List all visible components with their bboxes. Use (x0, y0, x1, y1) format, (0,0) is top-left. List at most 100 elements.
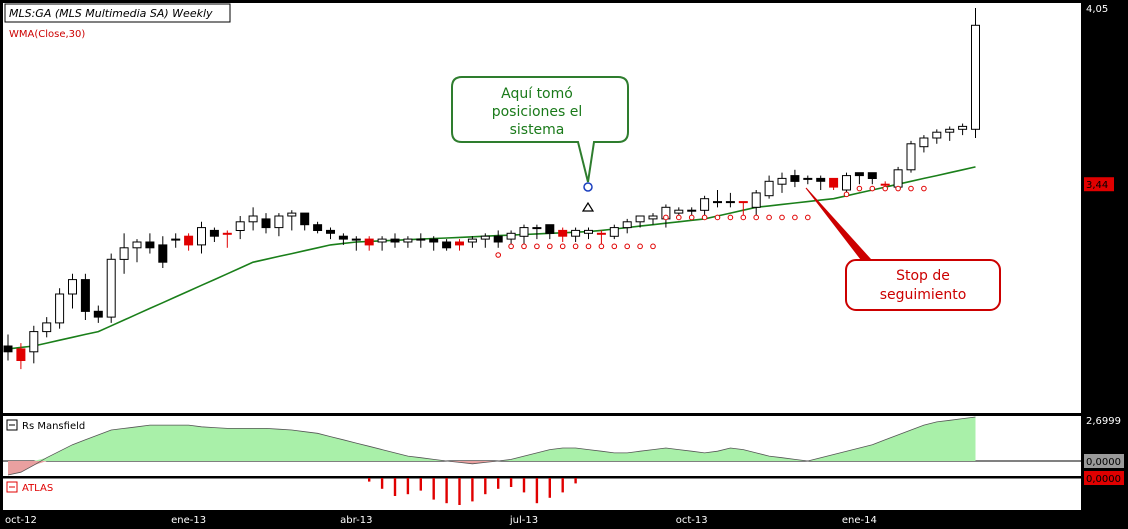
atlas-bar (548, 478, 551, 498)
candle-body (326, 229, 335, 234)
stop-dot (598, 243, 605, 250)
candle-body (364, 238, 374, 246)
rs-axis-label: 0,0000 (1086, 457, 1121, 468)
stop-dot (908, 185, 914, 192)
candle-body (209, 229, 219, 237)
stop-dot (882, 185, 889, 192)
candle-body (80, 279, 90, 312)
entry-callout-line-3: sistema (510, 122, 565, 138)
candle-body (145, 241, 155, 249)
candle-body (829, 177, 839, 188)
stop-dot (792, 214, 798, 221)
candle-body (816, 177, 826, 182)
candle-body (932, 131, 942, 139)
candle-body (609, 227, 619, 237)
atlas-panel (3, 478, 1081, 510)
candle-body (429, 238, 439, 243)
entry-callout-shape (451, 76, 629, 183)
candle-body (3, 345, 13, 353)
candle-body (29, 331, 39, 353)
candle-body (184, 235, 194, 246)
stop-dot (753, 214, 760, 221)
candle-body (674, 209, 684, 214)
entry-signal-marker (583, 182, 593, 192)
price-label: 4,05 (1086, 4, 1108, 15)
stop-dot (650, 243, 656, 250)
candle-body (261, 218, 271, 229)
candle-body (377, 238, 387, 243)
candle-body (300, 212, 310, 226)
candle-body (442, 241, 452, 249)
candle-body (571, 229, 581, 237)
candle-body (506, 232, 516, 240)
candle-body (945, 128, 955, 133)
annotation-stop: Stop de seguimiento (805, 187, 1001, 311)
atlas-axis-label: 0,0000 (1086, 474, 1121, 485)
candle-body (455, 241, 464, 246)
stop-dot (495, 252, 502, 258)
candle-body (971, 24, 980, 130)
candle-body (545, 224, 555, 234)
candle-body (700, 198, 710, 211)
wma-line (7, 166, 976, 350)
atlas-bar (393, 478, 397, 496)
time-label: jul-13 (509, 515, 538, 526)
candle-body (351, 238, 361, 241)
stop-callout-box (845, 259, 1001, 311)
candle-body (803, 177, 813, 180)
candle-body (596, 232, 606, 235)
stop-dot (895, 185, 901, 192)
atlas-bar (484, 478, 487, 495)
candle-body (416, 238, 426, 241)
atlas-bar (471, 478, 474, 502)
candle-body (403, 238, 413, 243)
candle-body (235, 221, 245, 232)
candle-body (493, 235, 503, 243)
chart-title: MLS:GA (MLS Multimedia SA) Weekly (9, 7, 213, 20)
stop-dot (611, 243, 618, 250)
stop-dot (727, 214, 734, 221)
price-panel (3, 3, 1081, 413)
atlas-bar (535, 478, 539, 504)
atlas-bar (432, 478, 435, 500)
title-box (4, 3, 231, 23)
atlas-bar (458, 478, 461, 505)
rs-label: Rs Mansfield (22, 421, 85, 432)
stop-dot (714, 214, 721, 221)
stop-dot (843, 191, 850, 198)
atlas-layer: 0,0000 (368, 471, 1124, 505)
time-axis: oct-12 ene-13 abr-13 jul-13 oct-13 ene-14 (5, 515, 877, 526)
rs-layer: 0,0000 (7, 416, 1124, 476)
candle-body (480, 235, 490, 240)
stop-dot (779, 214, 785, 221)
candle-body (635, 215, 645, 223)
stop-dot (637, 243, 643, 250)
atlas-bar (509, 478, 513, 487)
atlas-bar (419, 478, 422, 491)
stop-dot (766, 214, 772, 221)
candle-body (584, 229, 593, 234)
time-label: ene-14 (842, 515, 877, 526)
candle-body (274, 215, 284, 229)
candle-body (906, 143, 916, 171)
candle-body (958, 125, 968, 130)
stop-dot (534, 243, 540, 250)
time-label: oct-13 (676, 515, 708, 526)
entry-callout-line-2: posiciones el (492, 104, 583, 120)
rs-line (7, 416, 976, 476)
candle-body (106, 258, 116, 318)
atlas-bar (574, 478, 577, 484)
stop-callout-line-2: seguimiento (880, 287, 967, 303)
candle-body (738, 201, 748, 204)
candle-body (42, 322, 52, 333)
candle-body (171, 238, 181, 241)
stop-callout-line-1: Stop de (896, 268, 950, 284)
atlas-bar (522, 478, 526, 493)
price-label: 2,6999 (1086, 416, 1121, 427)
entry-signal-triangle (581, 201, 595, 212)
candle-body (893, 169, 903, 188)
candle-body (880, 183, 890, 186)
stop-dot (921, 185, 927, 192)
candle-body (790, 175, 800, 182)
stop-dot (559, 243, 566, 250)
